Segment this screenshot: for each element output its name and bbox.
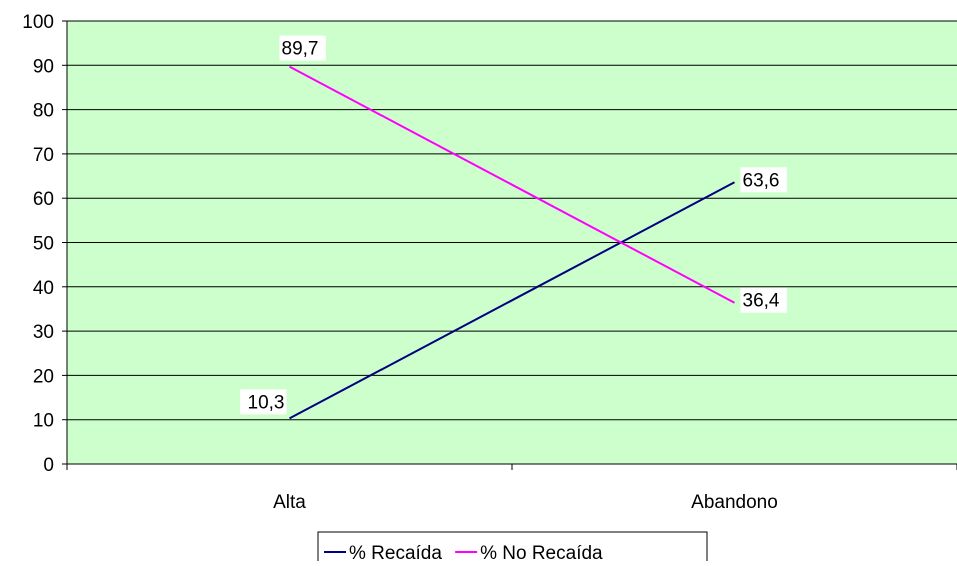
y-tick-label: 70 (33, 145, 54, 166)
data-label-bg (740, 167, 787, 193)
y-tick-label: 10 (33, 411, 54, 432)
data-label: 63,6 (743, 170, 780, 191)
data-label-bg (279, 35, 326, 61)
data-label: 36,4 (743, 291, 780, 312)
series-lines (289, 65, 735, 420)
y-tick-label: 40 (33, 278, 54, 299)
x-tick-label: Abandono (691, 492, 778, 513)
y-tick-label: 100 (22, 12, 54, 33)
y-tick-label: 50 (33, 234, 54, 255)
y-tick-label: 30 (33, 322, 54, 343)
y-tick-label: 20 (33, 366, 54, 387)
x-tick-label: Alta (273, 492, 306, 513)
data-label-bg (240, 389, 287, 415)
legend-label: % Recaída (349, 543, 442, 561)
gridlines (67, 20, 957, 421)
legend: % Recaída % No Recaída (317, 531, 708, 566)
legend-box (317, 531, 708, 566)
y-tick-label: 60 (33, 189, 54, 210)
y-tick-label: 90 (33, 56, 54, 77)
series-line (289, 181, 735, 420)
data-label: 89,7 (282, 39, 319, 60)
data-labels: 10,3 63,6 89,7 36,4 (240, 35, 787, 415)
axes: 0 10 20 30 40 50 60 70 80 90 100 Alta Abandono (22, 12, 957, 513)
series-line (289, 65, 735, 304)
y-tick-label: 0 (43, 455, 54, 476)
y-tick-label: 80 (33, 101, 54, 122)
legend-label: % No Recaída (480, 543, 603, 561)
data-label: 10,3 (248, 392, 285, 413)
data-label-bg (740, 287, 787, 313)
